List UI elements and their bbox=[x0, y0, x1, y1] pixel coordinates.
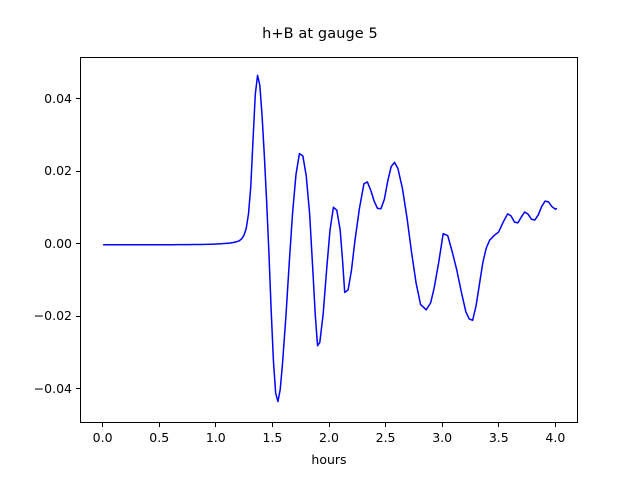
x-tick-label: 2.5 bbox=[375, 430, 396, 445]
x-tick-label: 3.0 bbox=[432, 430, 453, 445]
x-tick-mark bbox=[271, 423, 273, 427]
y-tick-label: 0.02 bbox=[44, 163, 72, 179]
x-tick-label: 3.5 bbox=[488, 430, 509, 445]
x-axis-label: hours bbox=[311, 452, 347, 467]
x-tick-label: 0.0 bbox=[92, 430, 113, 445]
data-line-svg bbox=[102, 74, 558, 403]
x-tick-mark bbox=[498, 423, 500, 427]
y-tick-mark bbox=[76, 170, 80, 172]
y-tick-mark bbox=[76, 388, 80, 390]
y-tick-mark bbox=[76, 98, 80, 100]
x-tick-label: 0.5 bbox=[149, 430, 170, 445]
x-tick-label: 1.0 bbox=[205, 430, 226, 445]
x-tick-mark bbox=[102, 423, 104, 427]
y-tick-label: −0.02 bbox=[33, 308, 72, 324]
x-tick-mark bbox=[554, 423, 556, 427]
x-tick-label: 4.0 bbox=[545, 430, 566, 445]
y-tick-mark bbox=[76, 243, 80, 245]
x-tick-label: 2.0 bbox=[319, 430, 339, 445]
x-tick-label: 1.5 bbox=[262, 430, 283, 445]
x-tick-mark bbox=[328, 423, 330, 427]
y-tick-mark bbox=[76, 315, 80, 317]
x-tick-mark bbox=[441, 423, 443, 427]
y-tick-label: −0.04 bbox=[33, 380, 72, 396]
y-tick-label: 0.00 bbox=[44, 235, 72, 251]
x-tick-mark bbox=[215, 423, 217, 427]
x-tick-mark bbox=[158, 423, 160, 427]
page-title: h+B at gauge 5 bbox=[262, 26, 378, 42]
plot-area bbox=[80, 57, 578, 423]
y-tick-label: 0.04 bbox=[44, 90, 72, 106]
x-tick-mark bbox=[385, 423, 387, 427]
series-h-plus-b-line bbox=[102, 74, 558, 403]
